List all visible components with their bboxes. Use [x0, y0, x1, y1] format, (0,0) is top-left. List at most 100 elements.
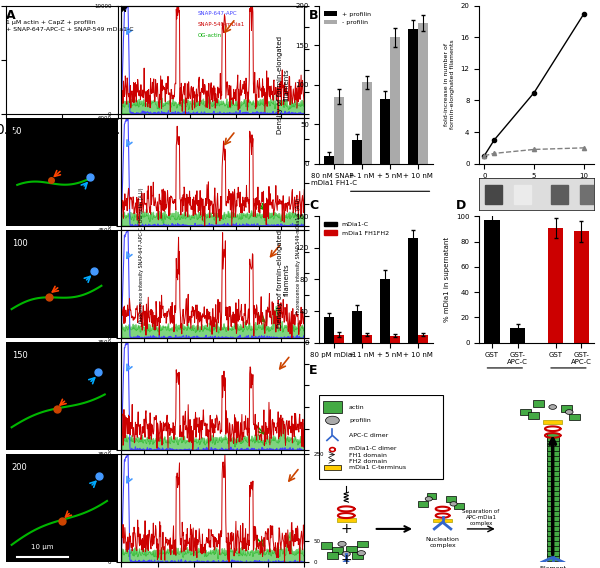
- Polygon shape: [346, 546, 357, 552]
- Polygon shape: [547, 478, 559, 486]
- Polygon shape: [547, 483, 559, 491]
- Polygon shape: [454, 503, 464, 508]
- Circle shape: [326, 416, 339, 424]
- Polygon shape: [561, 406, 572, 412]
- Text: FH2 domain: FH2 domain: [349, 459, 387, 464]
- Polygon shape: [547, 508, 559, 516]
- Bar: [409, 237, 418, 343]
- Text: actin: actin: [349, 404, 365, 410]
- Text: Nucleation
complex: Nucleation complex: [425, 537, 460, 548]
- Polygon shape: [418, 501, 428, 507]
- Polygon shape: [520, 409, 530, 415]
- Polygon shape: [547, 448, 559, 456]
- Text: profilin: profilin: [349, 418, 371, 423]
- Bar: [362, 335, 372, 343]
- Bar: [324, 156, 334, 164]
- Polygon shape: [533, 400, 544, 407]
- Polygon shape: [547, 444, 559, 451]
- Polygon shape: [547, 504, 559, 511]
- Text: 200: 200: [11, 463, 28, 472]
- Text: 50: 50: [11, 127, 22, 136]
- Polygon shape: [547, 499, 559, 506]
- Text: Filament
elongation: Filament elongation: [536, 566, 569, 568]
- Bar: [362, 82, 372, 164]
- Bar: [324, 465, 341, 470]
- Text: SNAP-647-APC: SNAP-647-APC: [198, 11, 238, 16]
- Polygon shape: [547, 513, 559, 521]
- Polygon shape: [547, 544, 559, 551]
- Bar: [418, 23, 428, 164]
- Polygon shape: [352, 552, 363, 559]
- Legend: + profilin, - profilin: + profilin, - profilin: [322, 9, 373, 28]
- Text: fluorescence intensity SNAP-549-mDia1-C (A.U): fluorescence intensity SNAP-549-mDia1-C …: [296, 198, 301, 314]
- Polygon shape: [446, 496, 456, 502]
- Circle shape: [342, 552, 350, 557]
- Bar: [334, 335, 344, 343]
- Bar: [380, 279, 390, 343]
- Bar: [409, 30, 418, 164]
- Polygon shape: [547, 433, 559, 441]
- Polygon shape: [357, 541, 368, 548]
- Bar: [334, 97, 344, 164]
- Text: mDia1-C dimer: mDia1-C dimer: [349, 446, 397, 451]
- Polygon shape: [427, 492, 436, 499]
- Polygon shape: [547, 519, 559, 526]
- Text: +: +: [340, 553, 352, 567]
- Text: 1 μM actin + CapZ + profilin: 1 μM actin + CapZ + profilin: [6, 20, 95, 25]
- Polygon shape: [547, 438, 559, 446]
- Legend: mDia1-C, mDia1 FH1FH2: mDia1-C, mDia1 FH1FH2: [322, 219, 391, 239]
- Polygon shape: [332, 548, 343, 554]
- Bar: [390, 37, 400, 164]
- Polygon shape: [569, 414, 580, 420]
- Text: 10 μm: 10 μm: [31, 544, 53, 550]
- X-axis label: [SNAP-APC-C] (nM): [SNAP-APC-C] (nM): [504, 185, 569, 191]
- Circle shape: [450, 502, 457, 506]
- Polygon shape: [547, 488, 559, 496]
- Bar: [352, 311, 362, 343]
- Bar: [324, 316, 334, 343]
- Bar: [574, 232, 589, 343]
- Polygon shape: [547, 529, 559, 536]
- Bar: [352, 140, 362, 164]
- Text: B: B: [309, 9, 319, 22]
- Circle shape: [357, 550, 365, 556]
- Text: SNAP-549-mDia1: SNAP-549-mDia1: [198, 22, 245, 27]
- Y-axis label: Density of formin-elongated
filaments: Density of formin-elongated filaments: [277, 231, 290, 328]
- Polygon shape: [547, 469, 559, 476]
- Y-axis label: Density of formin-elongated
filaments: Density of formin-elongated filaments: [277, 36, 290, 133]
- Bar: [418, 335, 428, 343]
- Text: E: E: [309, 364, 317, 377]
- Text: mDia1 C-terminus: mDia1 C-terminus: [349, 465, 406, 470]
- Circle shape: [549, 404, 557, 410]
- Polygon shape: [547, 458, 559, 466]
- Polygon shape: [547, 524, 559, 531]
- Text: FH1 domain: FH1 domain: [349, 453, 387, 458]
- Polygon shape: [547, 538, 559, 546]
- Polygon shape: [547, 494, 559, 501]
- Text: A: A: [6, 9, 16, 22]
- Bar: [319, 395, 443, 479]
- Bar: [548, 228, 563, 343]
- Polygon shape: [323, 401, 342, 413]
- Text: fluorescence intensity SNAP-647-APC-C / OG-actin (A.U): fluorescence intensity SNAP-647-APC-C / …: [139, 188, 143, 323]
- Text: 0: 0: [11, 14, 17, 23]
- Text: OG-actin: OG-actin: [198, 32, 222, 37]
- Text: *: *: [107, 20, 112, 30]
- Bar: [337, 518, 356, 522]
- Text: Separation of
APC-mDia1
complex: Separation of APC-mDia1 complex: [463, 509, 500, 525]
- Polygon shape: [547, 533, 559, 541]
- Bar: [484, 220, 500, 343]
- Polygon shape: [547, 554, 559, 561]
- Bar: [380, 99, 390, 164]
- Circle shape: [425, 496, 433, 501]
- Polygon shape: [547, 549, 559, 556]
- Text: D: D: [456, 199, 466, 212]
- Polygon shape: [547, 453, 559, 461]
- Y-axis label: fold-increase in number of
formin-elonghated filaments: fold-increase in number of formin-elongh…: [444, 40, 455, 130]
- Circle shape: [565, 410, 573, 415]
- Polygon shape: [327, 552, 338, 559]
- Bar: [543, 420, 562, 424]
- Text: +: +: [340, 522, 352, 536]
- Text: + SNAP-647-APC-C + SNAP-549 mDia1-C: + SNAP-647-APC-C + SNAP-549 mDia1-C: [6, 27, 134, 32]
- Bar: [433, 519, 452, 522]
